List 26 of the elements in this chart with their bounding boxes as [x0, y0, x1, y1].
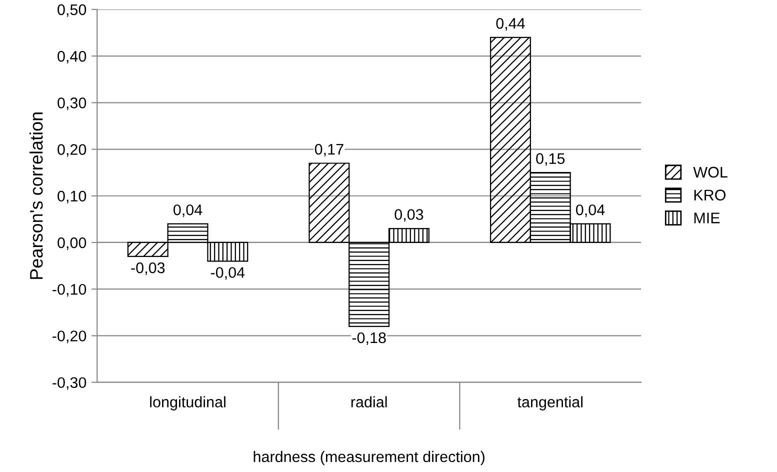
data-label: 0,17 — [314, 144, 344, 156]
data-label: 0,03 — [394, 209, 424, 222]
y-tick-label: -0,20 — [52, 330, 86, 344]
data-label: -0,18 — [352, 332, 386, 345]
x-axis-title: hardness (measurement direction) — [254, 450, 484, 466]
x-tick-label: tangential — [517, 396, 582, 410]
data-label: 0,04 — [576, 204, 605, 218]
y-tick-label: -0,30 — [52, 377, 86, 390]
y-tick-label: 0,40 — [58, 50, 86, 64]
x-tick-label: radial — [351, 396, 387, 408]
legend-label: KRO — [694, 190, 726, 200]
data-label: 0,44 — [496, 18, 525, 31]
data-label: -0,03 — [131, 262, 165, 276]
data-label: 0,15 — [536, 153, 565, 166]
y-axis-title: Pearson's correlation — [30, 112, 43, 279]
data-label: 0,04 — [174, 204, 202, 218]
y-tick-label: 0,10 — [58, 190, 86, 204]
data-label: -0,04 — [210, 267, 245, 280]
y-tick-label: 0,50 — [58, 4, 86, 17]
y-tick-label: 0,20 — [58, 144, 86, 157]
y-tick-label: -0,10 — [52, 284, 86, 297]
legend-label: WOL — [693, 166, 728, 178]
y-tick-label: 0,30 — [58, 98, 86, 110]
legend-label: MIE — [694, 212, 720, 224]
x-tick-label: longitudinal — [150, 396, 226, 410]
y-tick-label: 0,00 — [58, 237, 86, 250]
